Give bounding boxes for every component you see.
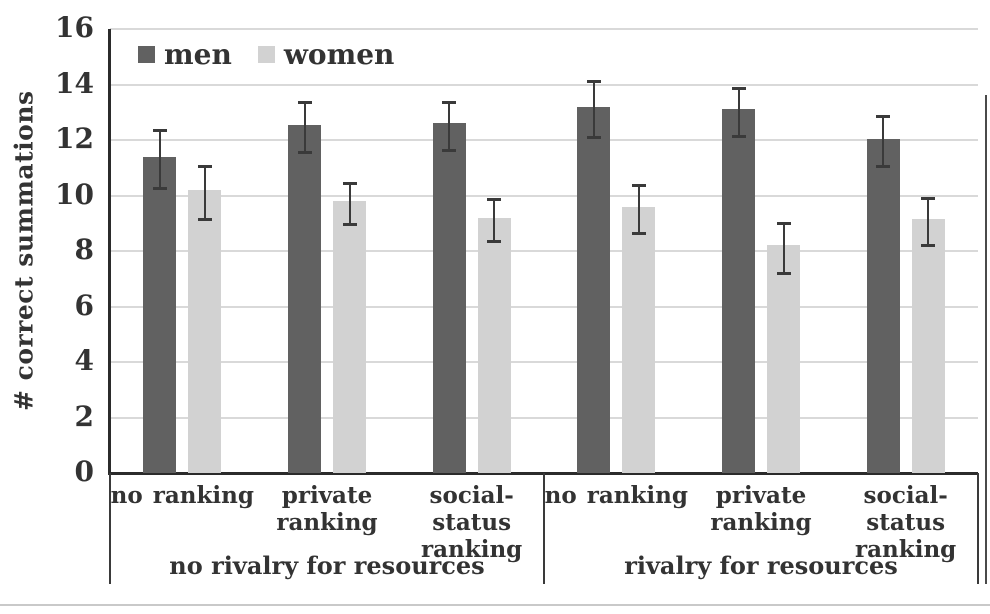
error-bar-women-4	[776, 221, 791, 276]
bar-men-4	[722, 109, 755, 473]
legend-swatch-men-icon	[138, 46, 155, 63]
error-bar-women-2	[487, 198, 502, 244]
error-bar-stem	[303, 104, 306, 152]
page-right-rule	[985, 95, 987, 584]
bar-women-0	[188, 189, 222, 473]
error-bar-stem	[592, 83, 595, 137]
bar-men-1	[288, 124, 321, 473]
gridline	[110, 250, 978, 252]
legend-item-women: women	[257, 38, 395, 71]
error-bar-men-3	[586, 80, 601, 140]
axis-separator	[109, 473, 111, 584]
x-category-label: no ranking	[544, 482, 688, 509]
error-bar-men-5	[876, 115, 891, 169]
error-bar-men-1	[297, 101, 312, 155]
gridline	[110, 416, 978, 419]
y-axis-line	[108, 29, 111, 475]
y-tick-label: 10	[55, 177, 94, 211]
gridline	[110, 139, 978, 141]
bar-men-2	[432, 123, 466, 473]
axis-separator	[543, 473, 545, 584]
error-bar-women-3	[631, 184, 646, 235]
error-bar-men-2	[442, 101, 457, 152]
error-bar-women-0	[197, 164, 212, 221]
gridline	[110, 305, 978, 308]
bar-women-4	[767, 245, 800, 473]
axis-separator	[977, 473, 979, 584]
gridline	[110, 83, 978, 86]
legend-label-women: women	[283, 38, 395, 71]
bar-men-3	[577, 106, 611, 473]
error-bar-stem	[882, 118, 885, 166]
y-tick-label: 12	[55, 121, 94, 155]
bar-women-1	[333, 201, 366, 473]
gridline	[110, 28, 978, 30]
y-tick-label: 8	[74, 232, 94, 266]
bar-women-3	[622, 206, 656, 473]
y-tick-label: 16	[55, 10, 94, 44]
error-bar-stem	[782, 224, 785, 273]
gridline	[110, 361, 978, 363]
y-tick-label: 2	[74, 399, 94, 433]
legend-label-men: men	[164, 38, 232, 71]
bar-men-0	[143, 156, 177, 473]
error-bar-stem	[927, 199, 930, 245]
x-category-label: no ranking	[110, 482, 254, 509]
error-bar-stem	[348, 184, 351, 224]
legend-item-men: men	[138, 38, 232, 71]
error-bar-stem	[203, 167, 206, 218]
x-category-label: social-status ranking	[855, 482, 957, 564]
x-category-label: private ranking	[710, 482, 812, 537]
error-bar-stem	[737, 90, 740, 135]
error-bar-women-5	[921, 196, 936, 248]
y-tick-label: 4	[74, 343, 94, 377]
page-bottom-rule	[0, 604, 990, 606]
y-tick-label: 14	[55, 66, 94, 100]
y-tick-label: 0	[74, 454, 94, 488]
x-category-label: social-status ranking	[421, 482, 523, 564]
error-bar-stem	[158, 131, 161, 188]
bar-men-5	[866, 138, 900, 473]
legend: men women	[138, 38, 394, 71]
error-bar-stem	[493, 201, 496, 241]
legend-swatch-women-icon	[257, 46, 275, 63]
error-bar-stem	[637, 187, 640, 232]
y-tick-label: 6	[74, 288, 94, 322]
bar-women-2	[477, 217, 511, 473]
x-group-label: no rivalry for resources	[169, 551, 485, 580]
bar-women-5	[911, 219, 945, 473]
x-group-label: rivalry for resources	[624, 551, 898, 580]
error-bar-men-4	[731, 87, 746, 138]
gridline	[110, 194, 978, 197]
error-bar-women-1	[342, 181, 357, 227]
error-bar-stem	[448, 104, 451, 149]
error-bar-men-0	[152, 128, 167, 191]
x-category-label: private ranking	[276, 482, 378, 537]
